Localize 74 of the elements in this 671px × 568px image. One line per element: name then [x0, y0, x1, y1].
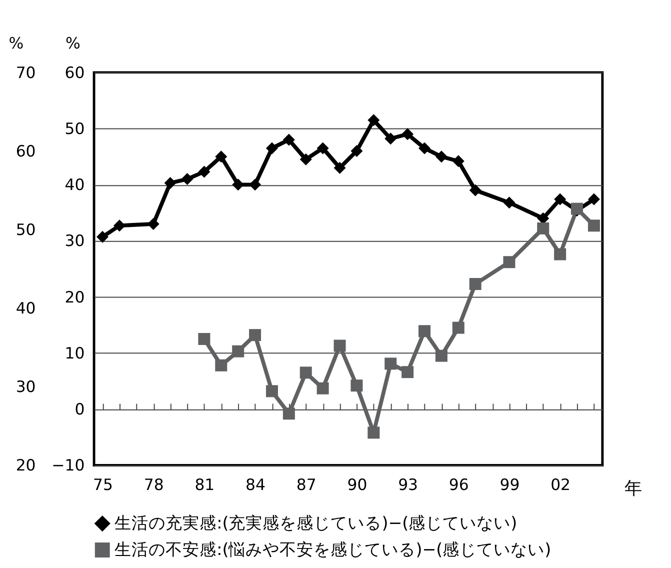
point [147, 218, 160, 230]
y2-tick-label: 60 [16, 141, 36, 160]
point [402, 128, 414, 140]
legend-label: 生活の不安感:(悩みや不安を感じている)−(感じていない) [114, 540, 552, 559]
x-axis-title: 年 [624, 479, 642, 500]
point [384, 132, 397, 145]
point [350, 144, 363, 157]
y2-tick-label: 30 [16, 377, 36, 396]
y-tick-label: −10 [52, 456, 85, 475]
point [368, 114, 380, 126]
point [418, 325, 430, 338]
point [554, 248, 566, 260]
y-tick-label: 0 [74, 400, 85, 419]
y-tick-label: 30 [64, 231, 85, 250]
point [435, 350, 448, 362]
point [266, 142, 278, 154]
point [402, 366, 414, 378]
point [503, 196, 516, 209]
point [452, 155, 464, 168]
point [181, 173, 194, 186]
y-tick-label: 20 [64, 287, 85, 306]
point [266, 385, 278, 398]
point [164, 176, 176, 189]
x-tick-label: 84 [246, 475, 266, 494]
x-tick-label: 99 [500, 475, 520, 494]
x-tick-label: 87 [296, 475, 316, 494]
x-tick-label: 90 [347, 475, 368, 494]
point [334, 340, 346, 352]
point [282, 134, 295, 146]
y-tick-label: 60 [64, 62, 85, 82]
point [554, 193, 566, 206]
point [215, 150, 228, 163]
y-tick-label: 40 [64, 175, 85, 194]
x-tick-label: 78 [144, 475, 164, 494]
point [316, 142, 329, 154]
point [249, 329, 262, 342]
point [113, 220, 126, 232]
y2-tick-label: 50 [16, 220, 36, 239]
y-tick-label: 50 [64, 118, 85, 138]
y2-axis-title: % [8, 33, 24, 52]
point [300, 153, 312, 166]
point [537, 222, 550, 234]
point [232, 345, 244, 358]
x-tick-label: 02 [550, 475, 571, 494]
point [452, 322, 464, 334]
point [435, 150, 448, 163]
x-tick-label: 96 [448, 475, 469, 494]
x-tick-label: 81 [194, 475, 215, 494]
point [198, 166, 210, 178]
point [503, 256, 516, 268]
x-tick-label: 75 [93, 475, 113, 494]
point [96, 230, 109, 243]
point [418, 142, 430, 154]
point [588, 220, 600, 232]
point [198, 332, 210, 345]
point [282, 408, 295, 420]
point [384, 358, 397, 370]
point [316, 382, 329, 394]
y-axis-title: % [66, 33, 81, 52]
point [350, 380, 363, 392]
y2-tick-label: 40 [16, 298, 36, 318]
point [334, 162, 346, 174]
point [469, 184, 482, 196]
y2-tick-label: 20 [16, 456, 36, 475]
x-tick-label: 93 [398, 475, 418, 494]
y2-tick-label: 70 [16, 62, 36, 82]
point [249, 178, 262, 191]
point [368, 426, 380, 439]
y-tick-label: 10 [64, 343, 85, 362]
legend-label: 生活の充実感:(充実感を感じている)−(感じていない) [114, 513, 518, 532]
point [469, 278, 482, 290]
point [588, 193, 600, 206]
point [300, 366, 312, 379]
point [215, 359, 228, 372]
